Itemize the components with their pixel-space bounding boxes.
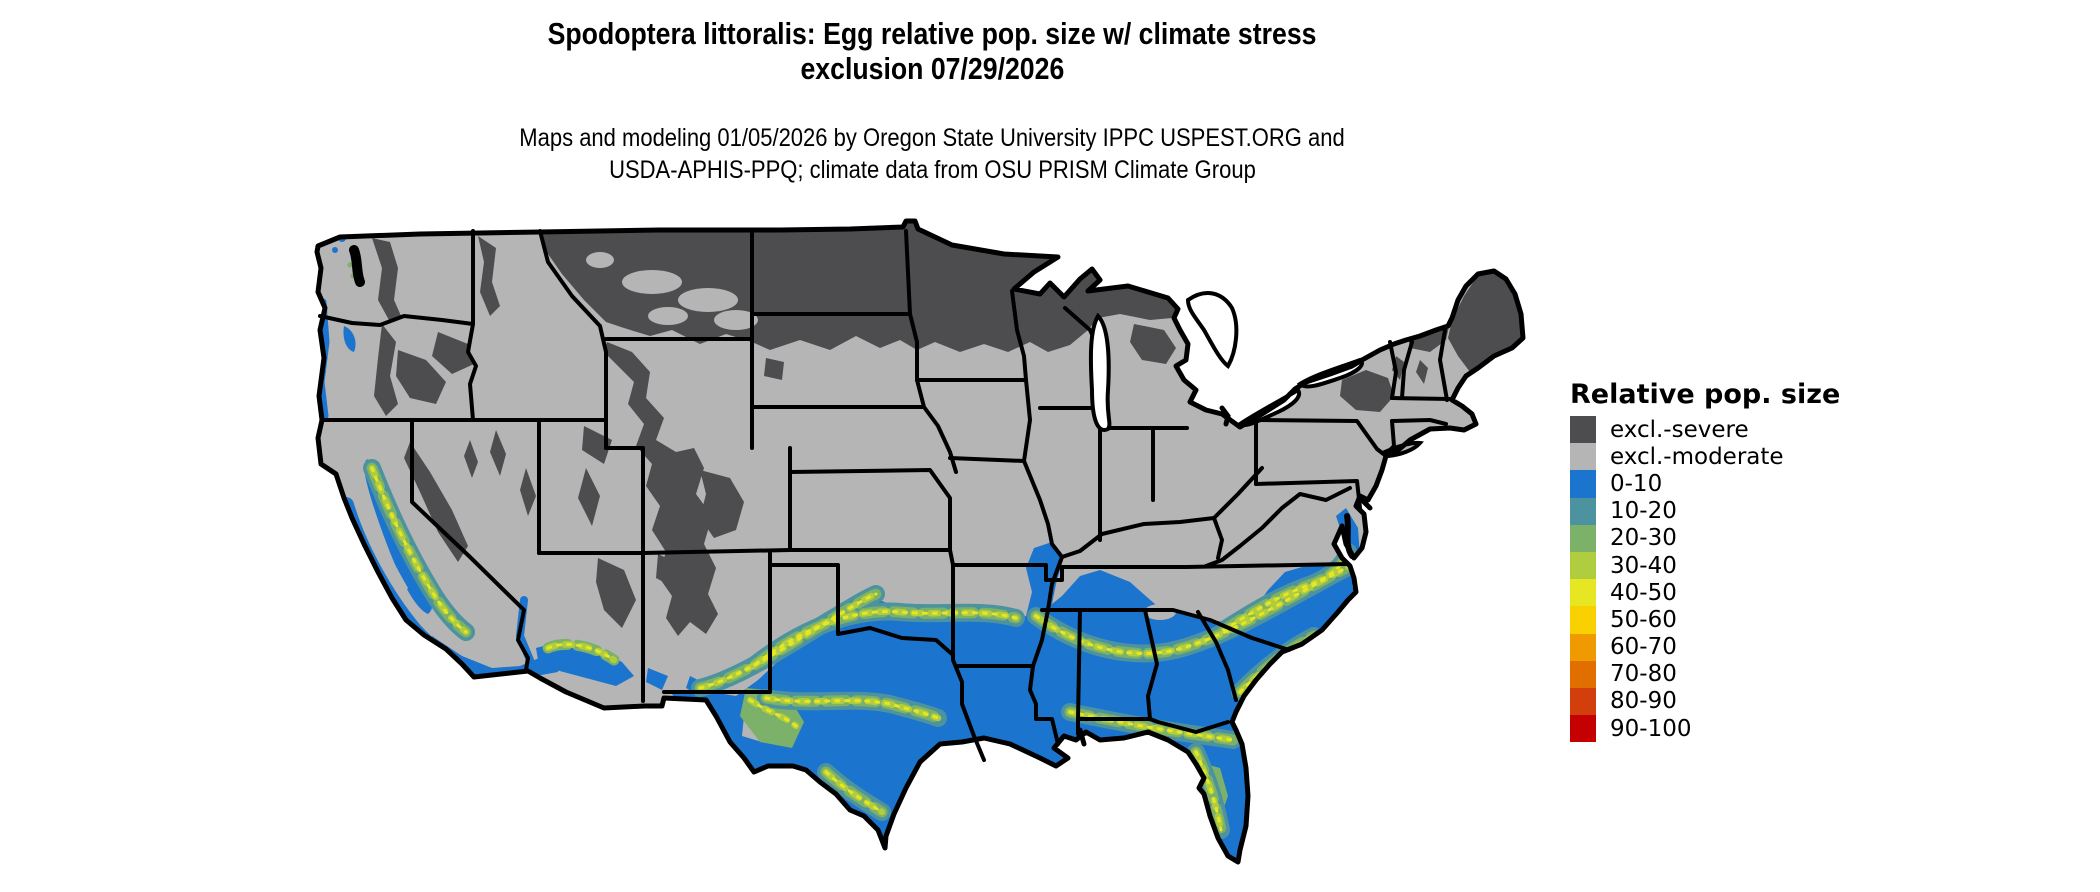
legend-swatch xyxy=(1570,579,1596,607)
legend-swatch xyxy=(1570,606,1596,634)
legend-item-label: 30-40 xyxy=(1610,552,1677,579)
state-borders xyxy=(318,229,1452,762)
legend-swatch xyxy=(1570,443,1596,471)
legend-item-label: 90-100 xyxy=(1610,715,1692,742)
legend-swatch xyxy=(1570,470,1596,498)
legend-item: 60-70 xyxy=(1570,633,1840,661)
lake-michigan xyxy=(1088,312,1112,432)
legend-item: excl.-severe xyxy=(1570,416,1840,444)
map-subtitle-line1: Maps and modeling 01/05/2026 by Oregon S… xyxy=(519,124,1345,152)
legend-item: 80-90 xyxy=(1570,687,1840,716)
legend-item: 90-100 xyxy=(1570,715,1840,743)
legend-swatch xyxy=(1570,633,1596,661)
legend-swatch xyxy=(1570,660,1596,688)
legend-item-label: 40-50 xyxy=(1610,579,1677,606)
map-title-line2: exclusion 07/29/2026 xyxy=(800,51,1064,86)
map-title: Spodoptera littoralis: Egg relative pop.… xyxy=(0,16,1864,86)
legend-item-label: 10-20 xyxy=(1610,498,1677,525)
legend-item: 0-10 xyxy=(1570,470,1840,498)
legend-title: Relative pop. size xyxy=(1570,379,1841,410)
legend-item-label: 50-60 xyxy=(1610,606,1677,633)
legend: Relative pop. size excl.-severe excl.-mod… xyxy=(1570,379,1841,743)
map-subtitle: Maps and modeling 01/05/2026 by Oregon S… xyxy=(0,122,1864,186)
legend-item-label: excl.-severe xyxy=(1610,416,1749,443)
legend-swatch xyxy=(1570,416,1596,444)
legend-item-label: excl.-moderate xyxy=(1610,443,1784,470)
legend-items: excl.-severe excl.-moderate 0-10 10-20 20-30… xyxy=(1570,416,1840,743)
legend-item: 40-50 xyxy=(1570,579,1840,607)
legend-swatch xyxy=(1570,497,1596,525)
legend-swatch xyxy=(1570,524,1596,552)
legend-item-label: 80-90 xyxy=(1610,688,1677,715)
map-subtitle-line2: USDA-APHIS-PPQ; climate data from OSU PR… xyxy=(608,156,1256,184)
moderate-pockets xyxy=(586,252,758,330)
severe-overlay xyxy=(372,221,1523,636)
legend-item-label: 60-70 xyxy=(1610,634,1677,661)
us-map-svg xyxy=(300,218,1580,892)
legend-item: 50-60 xyxy=(1570,606,1840,634)
map-title-line1: Spodoptera littoralis: Egg relative pop.… xyxy=(547,16,1317,51)
puget-sound xyxy=(349,245,365,287)
lake-huron xyxy=(1185,291,1239,369)
legend-swatch xyxy=(1570,551,1596,580)
legend-item: 20-30 xyxy=(1570,524,1840,552)
legend-item: excl.-moderate xyxy=(1570,443,1840,471)
legend-item: 70-80 xyxy=(1570,660,1840,688)
legend-swatch xyxy=(1570,687,1596,716)
legend-item-label: 20-30 xyxy=(1610,525,1677,552)
legend-item: 30-40 xyxy=(1570,551,1840,580)
legend-item-label: 0-10 xyxy=(1610,470,1663,497)
us-map xyxy=(300,218,1580,892)
legend-item-label: 70-80 xyxy=(1610,661,1677,688)
delaware-bay xyxy=(1359,497,1373,511)
legend-item: 10-20 xyxy=(1570,497,1840,525)
legend-swatch xyxy=(1570,715,1596,743)
